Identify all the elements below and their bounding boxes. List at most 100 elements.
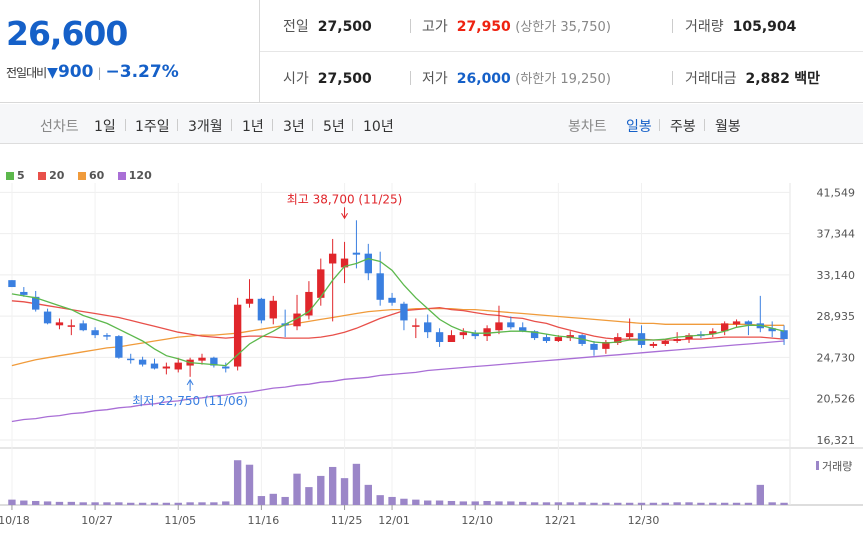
volume-bar [614, 502, 622, 505]
ma120-swatch [117, 172, 126, 180]
candle-body [554, 337, 563, 342]
candle-body [233, 304, 242, 367]
volume-bar [744, 502, 753, 505]
line-chart-label: 선차트 [40, 119, 79, 135]
y-tick-label: 37,344 [817, 228, 856, 241]
candle-body [400, 303, 408, 321]
price-box: 26,600 전일대비▼900 | −3.27% [0, 0, 260, 103]
legend-ma60-label: 60 [88, 169, 105, 182]
candle-body [293, 313, 301, 327]
candle-body [43, 311, 52, 324]
low-arrow-head-icon [186, 378, 194, 386]
period-1w[interactable]: 1주일 [135, 119, 170, 135]
divider [672, 71, 673, 85]
candle-body [732, 321, 741, 325]
period-3y[interactable]: 3년 [283, 119, 305, 135]
ma5-line [11, 257, 785, 367]
volume-legend-label: 거래량 [822, 460, 852, 473]
upper-limit: (상한가 35,750) [515, 20, 611, 35]
row-divider [260, 51, 863, 52]
period-5y[interactable]: 5년 [323, 119, 345, 135]
volume-bar [8, 499, 16, 505]
divider [659, 119, 660, 131]
volume-bar [768, 502, 776, 505]
candle-body [55, 322, 64, 326]
candle-body [471, 333, 479, 337]
candle-weekly[interactable]: 주봉 [670, 119, 696, 135]
candle-body [32, 296, 40, 310]
divider [231, 119, 232, 131]
period-1d[interactable]: 1일 [94, 119, 116, 135]
volume-bar [483, 500, 491, 505]
volume-bar [233, 460, 242, 505]
volume-bar [578, 502, 586, 505]
candle-body [744, 321, 753, 325]
volume-bar [685, 502, 693, 505]
x-tick-label: 11/25 [331, 514, 363, 527]
candle-body [305, 291, 313, 316]
ma60-line [11, 307, 785, 367]
period-1y[interactable]: 1년 [242, 119, 264, 135]
candle-body [709, 331, 717, 335]
candle-body [210, 357, 218, 366]
legend-ma60: 60 [77, 169, 105, 182]
candle-body [412, 325, 420, 327]
change-percent: −3.27% [105, 62, 179, 82]
high-arrow-head-icon [341, 213, 348, 220]
prev-close-label: 전일 [283, 19, 309, 35]
volume-bar [519, 501, 527, 505]
volume-bar [32, 500, 40, 505]
candle-body [459, 332, 468, 336]
volume-bar [435, 500, 444, 505]
period-3m[interactable]: 3개월 [188, 119, 223, 135]
open-price: 시가 27,500 [283, 68, 372, 88]
volume-bar [637, 502, 646, 505]
x-tick-label: 12/10 [461, 514, 493, 527]
volume-info: 거래량 105,904 [685, 16, 796, 36]
volume-bar [138, 502, 147, 505]
amount-label: 거래대금 [685, 71, 737, 87]
candle-body [625, 333, 634, 338]
volume-bar [352, 463, 361, 505]
volume-bar [530, 502, 539, 505]
prev-close-value: 27,500 [317, 19, 372, 35]
volume-bar [661, 502, 669, 505]
x-tick-label: 10/27 [81, 514, 113, 527]
candle-body [8, 280, 16, 288]
divider [672, 19, 673, 33]
candle-body [780, 330, 788, 340]
candle-body [768, 328, 776, 332]
candle-body [328, 253, 337, 264]
volume-bar [732, 502, 741, 505]
volume-bar [317, 475, 325, 505]
candle-body [614, 337, 622, 343]
period-10y[interactable]: 10년 [363, 119, 394, 135]
candle-body [388, 297, 396, 303]
open-label: 시가 [283, 71, 309, 87]
x-tick-label: 11/05 [164, 514, 196, 527]
volume-bar [150, 502, 159, 505]
down-arrow-icon: ▼ [47, 65, 58, 81]
volume-bar [67, 501, 76, 505]
candle-body [103, 335, 111, 337]
candle-body [447, 335, 456, 342]
quote-header: 26,600 전일대비▼900 | −3.27% 전일 27,500 고가 27,950… [0, 0, 863, 103]
amount-value: 2,882 [745, 71, 790, 87]
candle-body [257, 298, 266, 321]
prev-close: 전일 27,500 [283, 16, 372, 36]
y-tick-label: 16,321 [817, 434, 856, 447]
candle-monthly[interactable]: 월봉 [715, 119, 741, 135]
volume-bar [602, 502, 610, 505]
candle-daily[interactable]: 일봉 [626, 119, 652, 135]
ma-legend: 5 20 60 120 [6, 169, 162, 182]
y-tick-label: 24,730 [817, 351, 856, 364]
low-annotation: 최저 22,750 (11/06) [132, 394, 248, 408]
volume-bar [447, 500, 456, 505]
volume-bar [210, 502, 218, 505]
chart-toolbar: 선차트 1일 1주일 3개월 1년 3년 5년 10년 봉차트 일봉 주봉 월봉 [0, 104, 863, 144]
candle-body [269, 300, 277, 319]
volume-bar [412, 499, 420, 505]
volume-bar [720, 502, 729, 505]
legend-ma5-label: 5 [17, 169, 25, 182]
high-annotation: 최고 38,700 (11/25) [287, 192, 403, 206]
